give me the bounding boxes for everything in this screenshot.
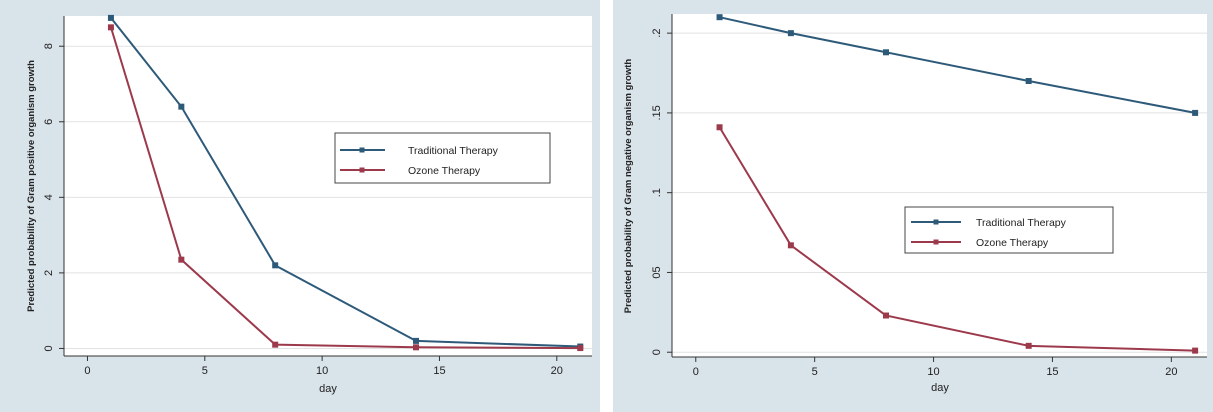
plot-area — [64, 16, 592, 356]
y-tick-label: .1 — [651, 188, 663, 197]
axis-ticks: 0 2 4 6 8 0 5 10 15 20 — [43, 43, 563, 377]
data-point — [1192, 109, 1199, 116]
y-tick-label: .2 — [651, 29, 663, 38]
x-axis-title: day — [931, 382, 949, 394]
x-tick-label: 20 — [551, 365, 563, 377]
data-point — [178, 103, 185, 110]
chart-panel-gram-positive: 0 2 4 6 8 0 5 10 15 20 day Predicted probability … — [0, 0, 600, 412]
legend-box — [334, 132, 551, 184]
data-point — [272, 262, 279, 269]
y-tick-label: 8 — [43, 43, 55, 49]
x-tick-label: 0 — [84, 365, 90, 377]
y-axis-title: Predicted probability of Gram positive o… — [26, 60, 37, 312]
y-axis-title: Predicted probability of Gram negative o… — [623, 59, 634, 314]
data-point — [413, 344, 419, 351]
data-point — [1192, 347, 1199, 354]
data-point — [413, 337, 419, 344]
y-tick-label: .15 — [651, 105, 663, 120]
y-tick-label: 4 — [43, 194, 55, 200]
y-tick-label: 2 — [43, 270, 55, 276]
legend-swatch-marker — [359, 167, 365, 173]
x-tick-label: 5 — [812, 366, 818, 378]
legend-box — [904, 206, 1114, 254]
chart-panel-gram-negative: 005.1.15.20 5 10 15 20 day Predicted probabi… — [613, 0, 1213, 412]
axis-ticks: 005.1.15.20 5 10 15 20 — [651, 29, 1177, 378]
legend-label: Ozone Therapy — [976, 237, 1049, 249]
legend-swatch-marker — [359, 147, 365, 153]
x-tick-label: 10 — [316, 365, 328, 377]
x-tick-label: 20 — [1165, 366, 1177, 378]
series-group — [107, 14, 584, 352]
data-point — [107, 14, 114, 21]
x-tick-label: 10 — [927, 366, 939, 378]
y-tick-label: 05 — [651, 266, 663, 278]
legend-label: Traditional Therapy — [408, 145, 499, 157]
series-group — [716, 14, 1199, 354]
data-point — [716, 14, 723, 21]
y-tick-label: 0 — [651, 349, 663, 355]
x-tick-label: 15 — [433, 365, 445, 377]
legend-swatch-marker — [933, 239, 939, 245]
legend-swatch-marker — [933, 219, 939, 225]
x-tick-label: 5 — [202, 365, 208, 377]
data-point — [178, 256, 185, 263]
legend-label: Ozone Therapy — [408, 165, 481, 177]
data-point — [787, 242, 794, 249]
data-point — [883, 49, 889, 56]
legend: Traditional Therapy Ozone Therapy — [904, 206, 1114, 254]
plot-area — [672, 14, 1207, 357]
data-point — [787, 30, 794, 37]
y-tick-label: 0 — [43, 345, 55, 351]
x-tick-label: 15 — [1046, 366, 1058, 378]
data-point — [1025, 78, 1032, 85]
data-point — [716, 124, 723, 131]
y-tick-label: 6 — [43, 119, 55, 125]
legend-label: Traditional Therapy — [976, 217, 1067, 229]
legend: Traditional Therapy Ozone Therapy — [334, 132, 551, 184]
data-point — [883, 312, 889, 319]
data-point — [272, 341, 279, 348]
data-point — [107, 24, 114, 31]
x-tick-label: 0 — [693, 366, 699, 378]
x-axis-title: day — [319, 383, 337, 395]
data-point — [1025, 342, 1032, 349]
grid-lines — [672, 32, 1207, 353]
data-point — [577, 345, 584, 352]
